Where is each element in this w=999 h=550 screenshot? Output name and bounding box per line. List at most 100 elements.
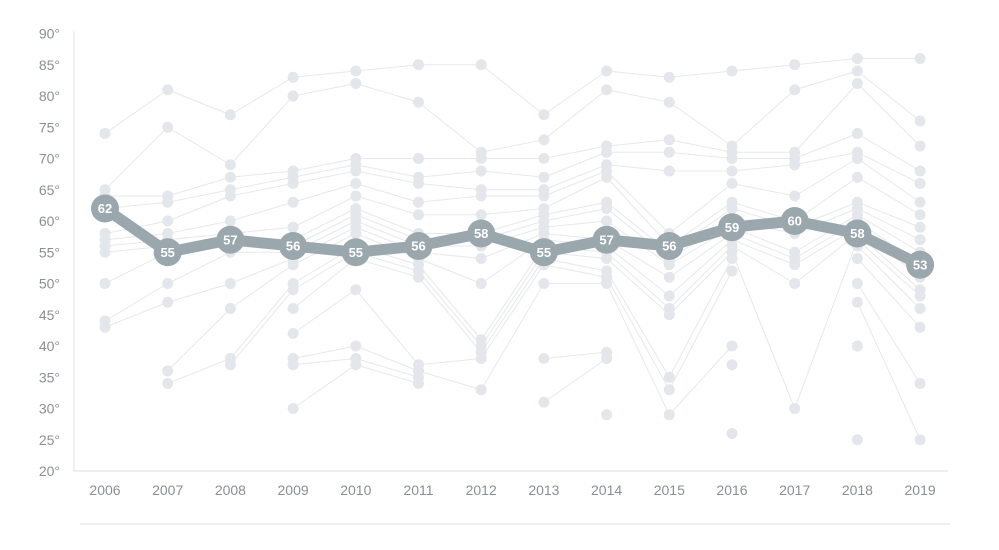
x-tick-label: 2008	[215, 482, 246, 498]
background-series-segment	[230, 258, 294, 284]
background-series-segment	[731, 64, 795, 72]
background-series-segment	[418, 101, 482, 153]
background-series-segment	[857, 201, 921, 228]
background-data-point	[162, 278, 174, 289]
background-series-segment	[606, 251, 670, 309]
background-series-segment	[606, 139, 670, 147]
background-data-point	[663, 259, 675, 271]
background-series-segment	[857, 133, 921, 172]
background-series-segment	[794, 70, 858, 91]
highlight-data-label: 55	[537, 245, 551, 260]
background-data-point	[663, 271, 675, 283]
background-data-point	[538, 134, 550, 146]
background-data-point	[350, 178, 362, 189]
y-tick-label: 30°	[39, 401, 60, 417]
background-series-segment	[731, 233, 795, 259]
background-series-segment	[543, 89, 607, 141]
background-data-point	[789, 59, 801, 71]
y-tick-label: 90°	[39, 26, 60, 42]
background-series-segment	[668, 245, 733, 309]
background-data-point	[726, 65, 738, 77]
background-data-point	[413, 196, 424, 208]
background-series-segment	[794, 214, 858, 253]
background-data-point	[224, 190, 236, 202]
background-series-segment	[293, 70, 356, 78]
background-series-segment	[230, 289, 294, 366]
background-data-point	[350, 165, 362, 177]
highlight-data-label: 60	[787, 214, 801, 229]
background-data-point	[350, 78, 362, 89]
highlight-data-label: 57	[223, 232, 237, 247]
background-data-point	[851, 153, 863, 164]
background-data-point	[663, 165, 675, 177]
highlight-data-label: 57	[599, 232, 613, 247]
background-series-segment	[856, 302, 921, 440]
background-series-segment	[794, 151, 858, 166]
background-series-segment	[230, 183, 294, 197]
background-data-point	[601, 203, 613, 214]
background-data-point	[224, 171, 236, 183]
y-tick-label: 65°	[39, 182, 60, 198]
background-series-segment	[292, 258, 357, 309]
background-series-segment	[857, 239, 921, 297]
background-data-point	[601, 215, 613, 227]
background-series-segment	[857, 70, 921, 122]
background-data-point	[601, 409, 613, 421]
background-series-segment	[606, 176, 670, 247]
x-tick-label: 2013	[528, 482, 559, 498]
background-series-segment	[418, 270, 482, 347]
background-data-point	[914, 303, 926, 314]
background-series-segment	[230, 283, 294, 359]
x-tick-label: 2010	[340, 482, 371, 498]
background-data-point	[601, 65, 613, 77]
background-data-point	[350, 190, 362, 202]
background-data-point	[851, 128, 863, 139]
background-data-point	[851, 253, 863, 264]
background-series-segment	[355, 164, 419, 178]
background-series-segment	[104, 126, 169, 191]
background-data-point	[726, 203, 738, 214]
background-data-point	[350, 284, 362, 296]
background-series-segment	[418, 258, 482, 284]
background-data-point	[914, 221, 926, 233]
background-data-point	[851, 53, 863, 64]
background-series-segment	[543, 351, 607, 359]
background-series-segment	[606, 70, 670, 78]
highlight-data-point	[906, 250, 935, 279]
background-data-point	[851, 171, 863, 183]
background-series-segment	[856, 283, 921, 384]
background-series-segment	[355, 208, 419, 234]
background-data-point	[789, 84, 801, 96]
background-series-segment	[167, 358, 231, 384]
background-series-segment	[669, 70, 733, 78]
background-data-point	[287, 178, 299, 189]
background-data-point	[475, 165, 487, 177]
background-series-segment	[418, 183, 482, 191]
background-data-point	[851, 434, 863, 446]
background-data-point	[851, 296, 863, 308]
background-data-point	[851, 278, 863, 289]
background-data-point	[663, 409, 675, 421]
background-data-point	[914, 234, 926, 246]
background-series-segment	[543, 170, 607, 197]
background-series-segment	[669, 151, 733, 159]
background-series-segment	[230, 264, 294, 309]
background-series-segment	[857, 176, 921, 216]
background-series-segment	[355, 64, 419, 72]
background-series-segment	[293, 164, 356, 178]
background-series-segment	[543, 70, 607, 116]
highlight-data-point	[718, 213, 746, 242]
background-series-segment	[606, 170, 670, 234]
background-data-point	[726, 153, 738, 164]
background-series-segment	[167, 308, 231, 372]
background-data-point	[350, 340, 362, 352]
background-data-point	[538, 109, 550, 121]
background-series-segment	[857, 258, 921, 328]
x-tick-label: 2006	[89, 482, 120, 498]
axis-layer: 20° 25° 30° 35° 40° 45° 50° 55° 60° 65° 70° 75° 80° 8…	[39, 26, 948, 498]
x-tick-label: 2007	[152, 482, 183, 498]
background-series-segment	[857, 158, 921, 203]
background-data-point	[663, 96, 675, 108]
background-data-point	[851, 78, 863, 89]
